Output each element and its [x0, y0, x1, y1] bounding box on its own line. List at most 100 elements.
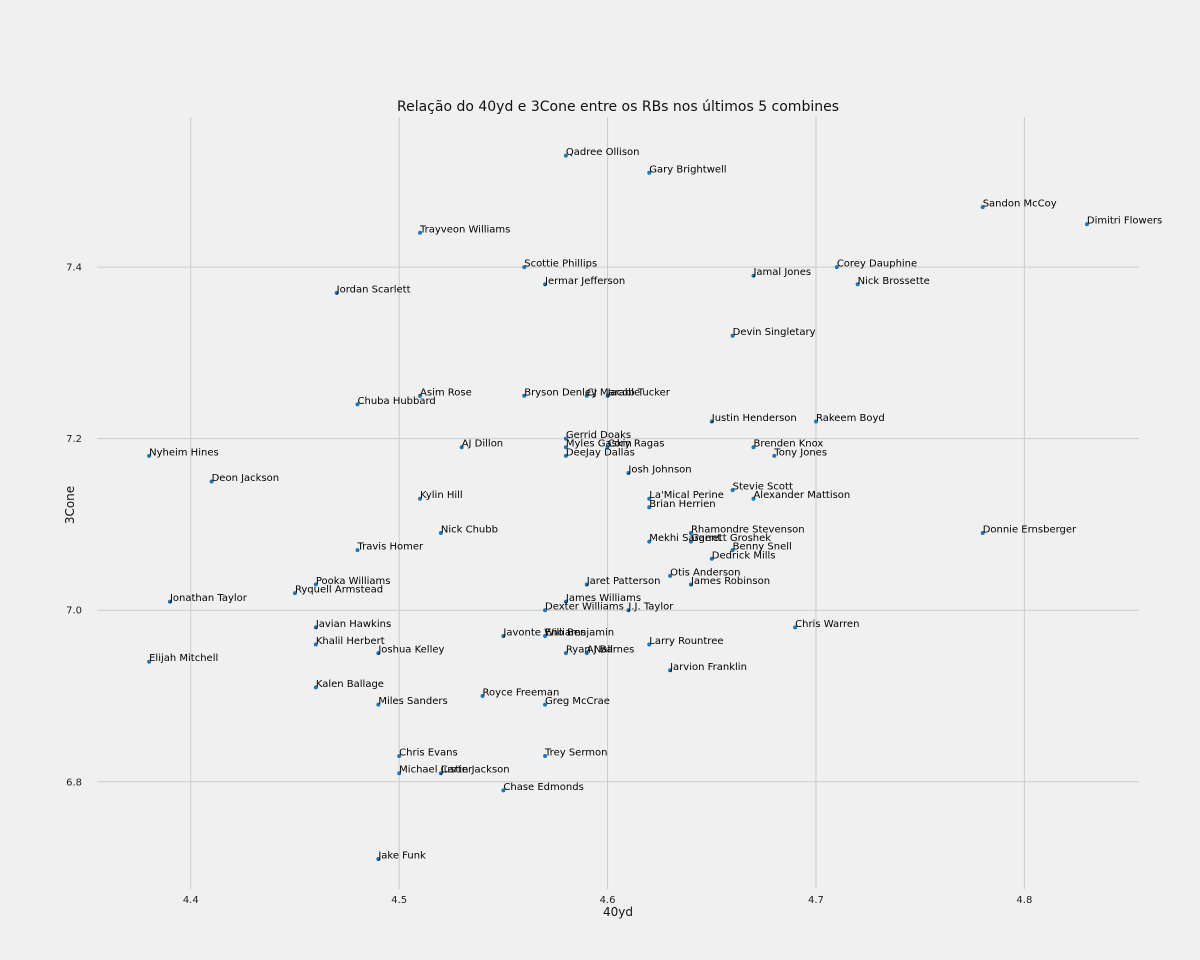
data-point-label: La'Mical Perine: [649, 490, 724, 501]
data-point: [584, 651, 589, 656]
data-point-label: CJ Marable: [587, 387, 640, 398]
data-point: [376, 702, 381, 707]
data-point: [626, 608, 631, 613]
data-point-label: Rakeem Boyd: [816, 413, 885, 424]
data-point: [397, 754, 402, 759]
data-point-label: James Robinson: [690, 576, 770, 587]
data-point: [313, 685, 318, 690]
data-point-label: Khalil Herbert: [316, 636, 385, 647]
data-point: [688, 539, 693, 544]
data-point: [480, 694, 485, 698]
data-point: [855, 282, 860, 287]
data-point-label: Tony Jones: [773, 447, 827, 458]
data-point-label: Travis Homer: [357, 542, 424, 553]
data-point-label: J.J. Taylor: [627, 602, 674, 613]
data-point-label: Chris Warren: [795, 619, 859, 630]
data-point: [709, 556, 714, 561]
data-point-label: Trey Sermon: [544, 748, 607, 759]
data-point-label: Brian Herrien: [649, 499, 715, 510]
data-point: [813, 419, 818, 424]
data-point-label: Scottie Phillips: [524, 259, 597, 270]
data-point: [647, 642, 652, 647]
data-point: [605, 445, 610, 450]
data-point: [730, 488, 735, 493]
data-point: [563, 453, 568, 458]
data-point-label: Chris Evans: [399, 748, 458, 759]
grid: [97, 117, 1139, 889]
x-tick-label: 4.8: [1016, 895, 1032, 906]
chart-title: Relação do 40yd e 3Cone entre os RBs nos…: [397, 99, 839, 115]
y-tick-label: 7.4: [66, 263, 82, 274]
data-point: [543, 633, 548, 638]
data-point: [543, 608, 548, 613]
data-point-label: DeeJay Dallas: [566, 447, 635, 458]
data-point-label: Larry Rountree: [649, 636, 723, 647]
data-point: [730, 548, 735, 553]
data-point: [709, 419, 714, 424]
data-point-label: Rhamondre Stevenson: [691, 525, 805, 536]
data-point: [418, 393, 423, 398]
data-point: [626, 470, 631, 475]
data-point: [147, 659, 152, 664]
data-point-label: Mekhi Sargent: [649, 533, 721, 544]
data-point-label: Eno Benjamin: [545, 627, 614, 638]
point-labels: Qadree Ollison Gary Brightwell Sandon McCo…: [149, 147, 1162, 861]
data-point-label: Jaret Patterson: [586, 576, 661, 587]
data-point-label: Royce Freeman: [483, 688, 560, 699]
data-point: [438, 771, 443, 776]
data-point: [376, 856, 381, 861]
data-point-label: Javonte Williams: [502, 627, 586, 638]
data-point-label: Nyheim Hines: [149, 447, 219, 458]
data-point-label: Garrett Groshek: [691, 533, 771, 544]
data-point: [1084, 222, 1089, 227]
data-point: [563, 445, 568, 450]
data-point: [438, 531, 443, 536]
data-point: [668, 668, 673, 673]
x-tick-label: 4.7: [808, 895, 824, 906]
data-point-label: Justin Jackson: [440, 765, 510, 776]
data-point-label: Myles Gaskin: [566, 439, 632, 450]
data-point: [501, 633, 506, 638]
data-point-label: Ryan Nall: [566, 645, 613, 656]
data-point-label: Javian Hawkins: [315, 619, 391, 630]
data-point-label: Qadree Ollison: [566, 147, 640, 158]
y-tick-label: 7.0: [66, 606, 82, 617]
data-point: [334, 290, 339, 295]
data-point-label: Deon Jackson: [212, 473, 280, 484]
data-point-label: Benny Snell: [733, 542, 792, 553]
data-point-label: Dedrick Mills: [712, 550, 776, 561]
data-point: [751, 445, 756, 450]
data-point: [980, 205, 985, 210]
data-point-label: Bryson Denley: [524, 387, 597, 398]
data-point-label: Kylin Hill: [420, 490, 463, 501]
data-point-label: Dimitri Flowers: [1087, 216, 1162, 227]
data-point: [313, 582, 318, 587]
data-point: [688, 531, 693, 536]
data-point-label: Jarvion Franklin: [669, 662, 747, 673]
data-point-label: Jonathan Taylor: [169, 593, 248, 604]
data-point-label: Sandon McCoy: [983, 199, 1057, 210]
data-point-label: AJ Barnes: [587, 645, 635, 656]
data-point: [751, 273, 756, 278]
data-point-label: Gary Brightwell: [649, 164, 726, 175]
data-point-label: Corey Dauphine: [837, 259, 917, 270]
x-tick-label: 4.4: [183, 895, 199, 906]
data-point: [147, 453, 152, 458]
data-point-label: Nick Brossette: [858, 276, 930, 287]
data-point: [313, 642, 318, 647]
x-tick-label: 4.5: [391, 895, 407, 906]
data-point-label: Michael Carter: [399, 765, 473, 776]
data-point: [772, 453, 777, 458]
data-point: [418, 230, 423, 235]
data-point-label: Chase Edmonds: [503, 782, 583, 793]
data-point-label: Donnie Ernsberger: [983, 525, 1077, 536]
data-point: [563, 651, 568, 656]
data-point: [563, 153, 568, 158]
y-tick-label: 6.8: [66, 777, 82, 788]
data-point: [563, 436, 568, 441]
data-point-label: Cory Ragas: [608, 439, 665, 450]
data-point-label: Josh Johnson: [627, 464, 691, 475]
data-point: [292, 591, 297, 596]
data-point: [647, 505, 652, 510]
x-tick-label: 4.6: [600, 895, 616, 906]
